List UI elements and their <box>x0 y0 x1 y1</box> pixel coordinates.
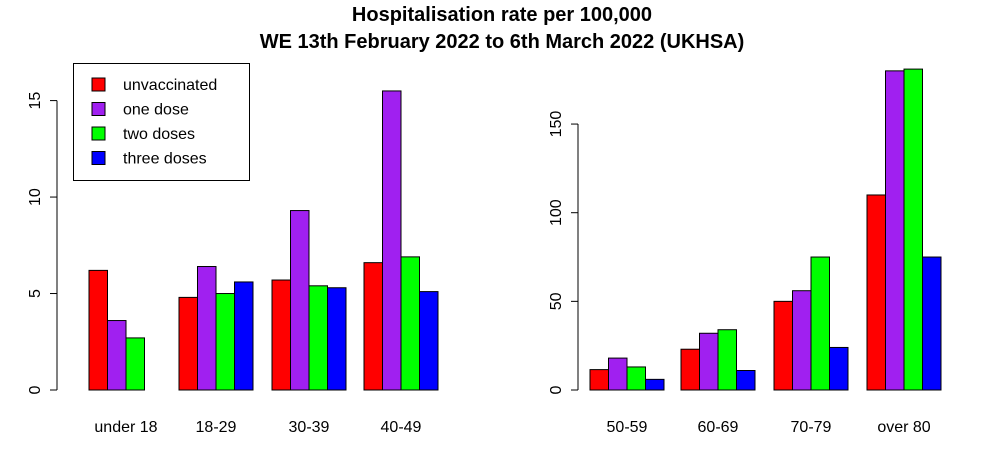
y-tick-label: 100 <box>548 199 565 226</box>
bar-two-doses-30-39 <box>308 285 328 391</box>
x-category-label: 50-59 <box>607 419 648 436</box>
bar-three-doses-30-39 <box>327 287 347 391</box>
bar-one-dose-40-49 <box>382 90 402 391</box>
chart-title-line-1: Hospitalisation rate per 100,000 <box>351 4 653 26</box>
x-category-label: over 80 <box>877 419 930 436</box>
y-tick-label: 5 <box>27 289 44 298</box>
bar-three-doses-60-69 <box>736 370 756 391</box>
bar-two-doses-70-79 <box>810 256 830 391</box>
bar-unvaccinated-over-80 <box>866 194 886 391</box>
x-category-label: 40-49 <box>381 419 422 436</box>
chart-panel-1: 0 5 10 15 under 18 18-29 30-39 40-49 <box>27 90 439 436</box>
bar-one-dose-50-59 <box>608 357 628 391</box>
y-tick-label: 150 <box>548 111 565 138</box>
legend-entry-three-doses: three doses <box>123 151 207 168</box>
bar-one-dose-under-18 <box>107 320 127 391</box>
x-category-label: 60-69 <box>698 419 739 436</box>
y-tick-label: 0 <box>27 385 44 394</box>
bar-one-dose-70-79 <box>792 290 812 391</box>
bar-two-doses-40-49 <box>400 256 420 391</box>
bar-two-doses-under-18 <box>125 337 145 391</box>
bar-one-dose-60-69 <box>699 332 719 391</box>
y-tick-label: 10 <box>27 188 44 206</box>
y-tick-label: 0 <box>548 385 565 394</box>
bar-unvaccinated-40-49 <box>363 262 383 391</box>
bar-unvaccinated-18-29 <box>178 296 198 391</box>
chart-panel-2: 0 50 100 150 50-59 60-69 70-79 over 80 <box>548 68 942 436</box>
bar-three-doses-18-29 <box>234 281 254 391</box>
x-category-label: 30-39 <box>289 419 330 436</box>
chart-title-line-2: WE 13th February 2022 to 6th March 2022 … <box>259 31 745 53</box>
bar-unvaccinated-under-18 <box>88 269 108 391</box>
chart-title: Hospitalisation rate per 100,000 WE 13th… <box>0 2 1004 56</box>
x-category-label: 18-29 <box>196 419 237 436</box>
bar-three-doses-40-49 <box>419 291 439 391</box>
bar-one-dose-30-39 <box>290 210 310 391</box>
legend-swatch <box>91 126 106 141</box>
bar-three-doses-70-79 <box>829 346 849 391</box>
bar-two-doses-over-80 <box>903 68 923 391</box>
legend: unvaccinated one dose two doses three doses <box>73 63 250 181</box>
legend-swatch <box>91 102 106 116</box>
legend-swatch <box>91 77 106 92</box>
legend-entry-unvaccinated: unvaccinated <box>123 77 217 94</box>
x-category-label: under 18 <box>94 419 157 436</box>
legend-entry-two-doses: two doses <box>123 126 195 143</box>
bar-two-doses-60-69 <box>717 329 737 391</box>
bar-three-doses-over-80 <box>922 256 942 391</box>
bar-unvaccinated-70-79 <box>773 300 793 391</box>
bar-unvaccinated-50-59 <box>589 369 609 391</box>
bar-three-doses-50-59 <box>645 378 665 391</box>
legend-entry-one-dose: one dose <box>123 102 189 119</box>
y-tick-label: 15 <box>27 92 44 110</box>
bar-one-dose-18-29 <box>197 266 217 391</box>
y-tick-label: 50 <box>548 292 565 310</box>
bar-two-doses-50-59 <box>626 366 646 391</box>
x-category-label: 70-79 <box>791 419 832 436</box>
bar-unvaccinated-60-69 <box>680 348 700 391</box>
bar-one-dose-over-80 <box>885 70 905 391</box>
bar-two-doses-18-29 <box>215 293 235 391</box>
bar-unvaccinated-30-39 <box>271 279 291 391</box>
legend-swatch <box>91 151 106 165</box>
